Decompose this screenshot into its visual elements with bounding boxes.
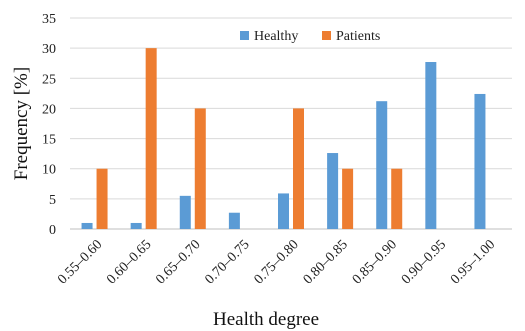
bar-patients-0 [96,168,108,229]
y-axis-label: Frequency [%] [11,67,32,180]
y-tick-label-35: 35 [42,12,56,27]
x-tick-label-6: 0.85–0.90 [350,237,400,287]
legend-label-patients: Patients [336,29,380,44]
bar-patients-6 [391,168,403,229]
bar-healthy-0 [81,222,93,229]
y-tick-labels: 0 5 10 15 20 25 30 35 [42,12,56,238]
x-tick-label-4: 0.75–0.80 [252,237,302,287]
y-tick-label-15: 15 [42,133,56,148]
x-tick-label-8: 0.95–1.00 [448,237,498,287]
x-tick-label-2: 0.65–0.70 [153,237,203,287]
bars [81,48,486,230]
x-tick-label-1: 0.60–0.65 [104,237,154,287]
bar-healthy-7 [425,62,437,229]
bar-patients-5 [342,168,354,229]
x-tick-label-5: 0.80–0.85 [301,237,351,287]
bar-healthy-8 [474,93,486,230]
y-tick-label-30: 30 [42,42,56,57]
y-tick-label-25: 25 [42,72,56,87]
bar-patients-2 [194,108,206,229]
bar-healthy-4 [278,193,289,229]
grid-lines [70,17,512,230]
legend: Healthy Patients [240,29,380,44]
x-tick-label-3: 0.70–0.75 [203,237,253,287]
legend-swatch-healthy [240,31,249,40]
y-tick-label-20: 20 [42,102,56,117]
y-tick-label-5: 5 [49,193,56,208]
bar-healthy-1 [130,222,142,229]
bar-healthy-6 [376,101,388,229]
bar-healthy-5 [327,153,339,229]
x-axis-label: Health degree [213,309,319,330]
bar-healthy-3 [228,212,240,229]
x-tick-label-7: 0.90–0.95 [399,237,449,287]
legend-swatch-patients [322,31,331,40]
bar-patients-4 [293,108,304,229]
y-tick-label-0: 0 [49,223,56,238]
y-tick-label-10: 10 [42,163,56,178]
bar-healthy-2 [179,195,191,229]
x-tick-labels: 0.55–0.600.60–0.650.65–0.700.70–0.750.75… [55,237,498,287]
x-tick-label-0: 0.55–0.60 [55,237,105,287]
legend-label-healthy: Healthy [254,29,298,44]
bar-patients-1 [145,48,157,230]
